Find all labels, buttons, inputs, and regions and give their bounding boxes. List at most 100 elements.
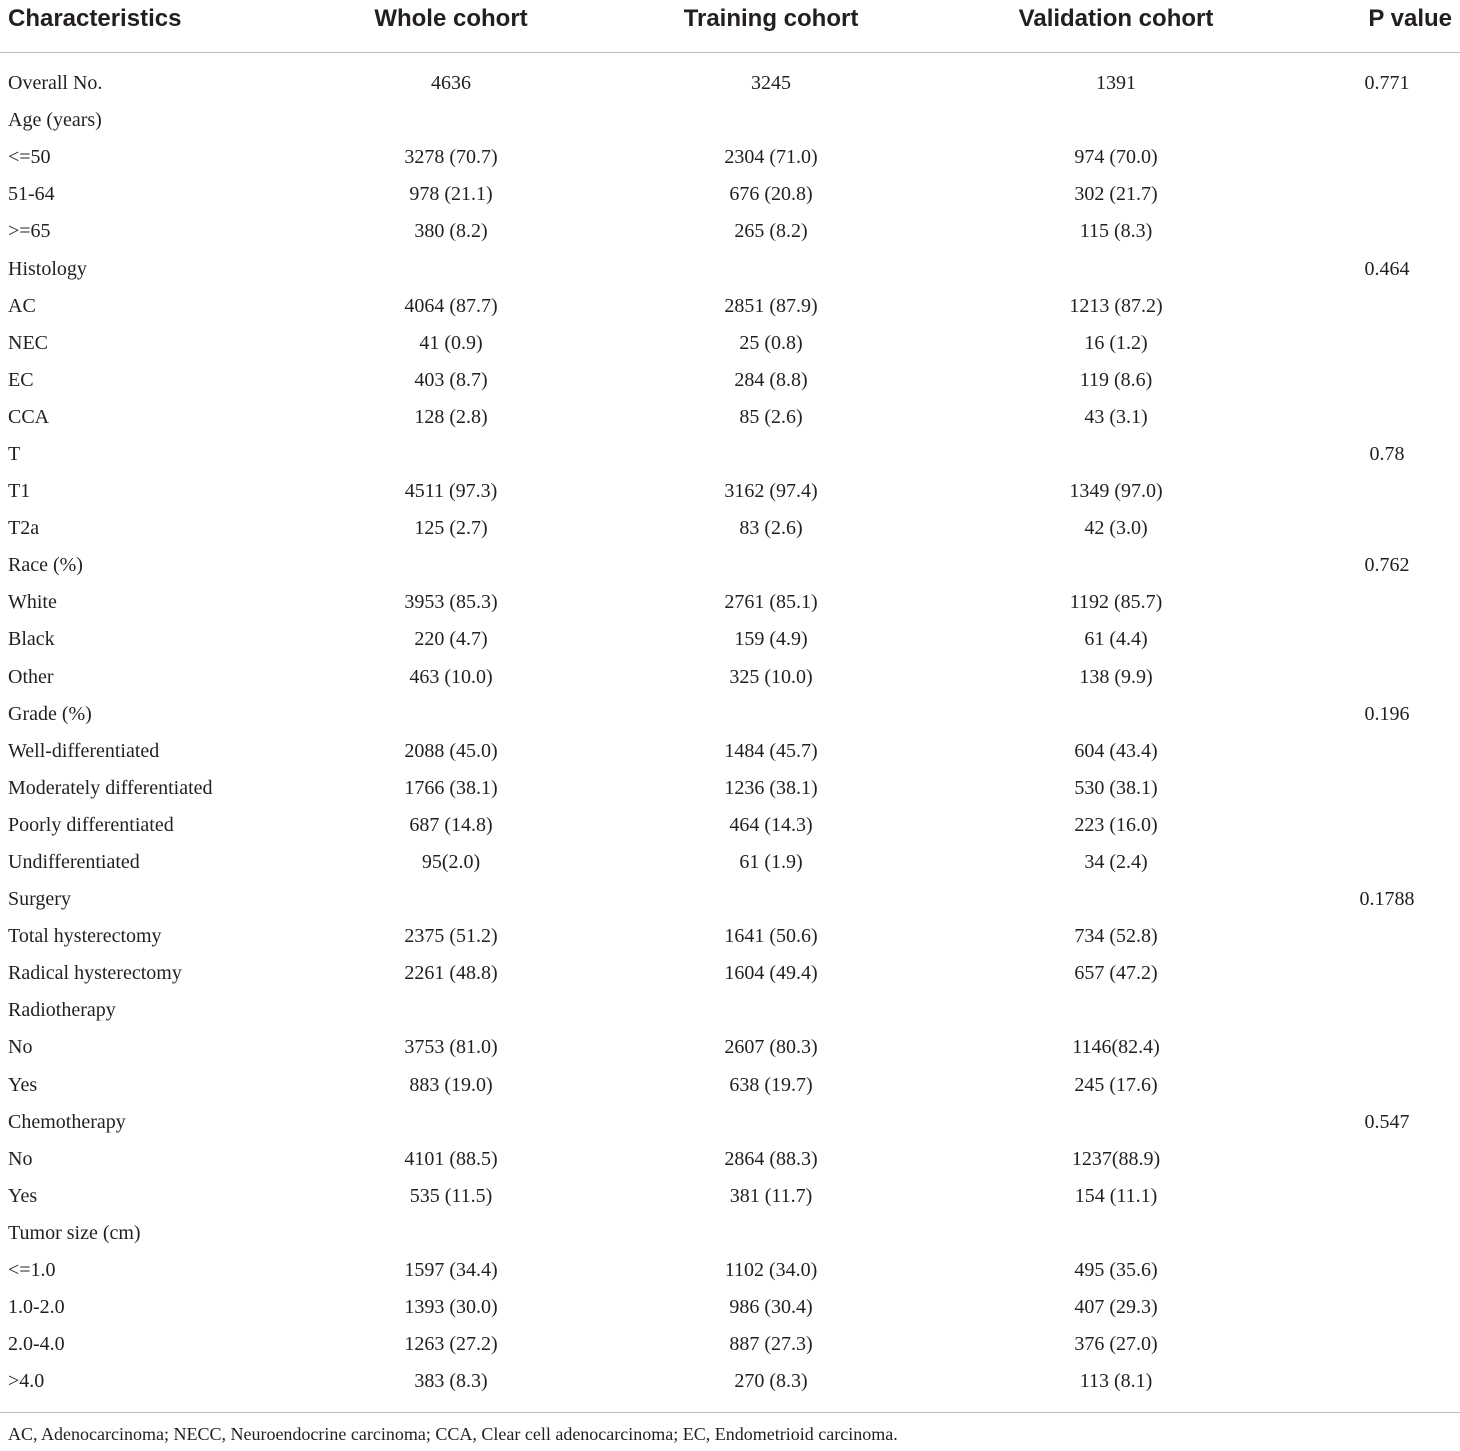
training-cohort-cell: 2304 (71.0) xyxy=(724,146,818,169)
p-value-cell xyxy=(1292,807,1460,844)
training-cohort-cell xyxy=(602,547,940,584)
training-cohort-cell: 83 (2.6) xyxy=(739,517,803,540)
training-cohort-cell: 887 (27.3) xyxy=(729,1333,813,1356)
row-label: NEC xyxy=(8,331,48,354)
training-cohort-cell xyxy=(602,696,940,733)
p-value-cell xyxy=(1292,992,1460,1029)
p-value-cell xyxy=(1292,770,1460,807)
validation-cohort-cell xyxy=(940,102,1292,139)
validation-cohort-cell: 16 (1.2) xyxy=(1084,331,1148,354)
whole-cohort-cell: 1263 (27.2) xyxy=(404,1333,498,1356)
table-row: Radical hysterectomy 2261 (48.8) 1604 (49.… xyxy=(0,955,1460,992)
p-value-cell xyxy=(1292,1363,1460,1400)
row-label: Chemotherapy xyxy=(8,1110,126,1133)
row-label: T xyxy=(8,442,21,465)
p-value-cell xyxy=(1292,1029,1460,1066)
validation-cohort-cell: 974 (70.0) xyxy=(1074,146,1158,169)
header-whole-cohort: Whole cohort xyxy=(300,0,602,53)
whole-cohort-cell: 1597 (34.4) xyxy=(404,1259,498,1282)
validation-cohort-cell: 154 (11.1) xyxy=(1074,1184,1158,1207)
table-row: 1.0-2.0 1393 (30.0) 986 (30.4) 407 (29.3) xyxy=(0,1289,1460,1326)
row-label: <=50 xyxy=(8,146,51,169)
table-row: T2a 125 (2.7) 83 (2.6) 42 (3.0) xyxy=(0,510,1460,547)
p-value-cell xyxy=(1292,844,1460,881)
whole-cohort-cell xyxy=(300,102,602,139)
whole-cohort-cell: 1393 (30.0) xyxy=(404,1296,498,1319)
training-cohort-cell: 638 (19.7) xyxy=(729,1073,813,1096)
training-cohort-cell xyxy=(602,1215,940,1252)
p-value-cell xyxy=(1292,621,1460,658)
p-value-cell: 0.762 xyxy=(1364,554,1410,577)
table-row: Overall No. 4636 3245 1391 0.771 xyxy=(0,53,1460,103)
validation-cohort-cell xyxy=(940,250,1292,287)
row-label: Grade (%) xyxy=(8,702,92,725)
training-cohort-cell: 986 (30.4) xyxy=(729,1296,813,1319)
row-label: AC xyxy=(8,294,36,317)
cohort-characteristics-table-container: Characteristics Whole cohort Training co… xyxy=(0,0,1460,1401)
validation-cohort-cell: 138 (9.9) xyxy=(1079,665,1153,688)
table-row: Surgery 0.1788 xyxy=(0,881,1460,918)
training-cohort-cell: 2864 (88.3) xyxy=(724,1147,818,1170)
row-label: Overall No. xyxy=(8,72,103,95)
validation-cohort-cell xyxy=(940,547,1292,584)
table-row: Race (%) 0.762 xyxy=(0,547,1460,584)
validation-cohort-cell: 119 (8.6) xyxy=(1079,368,1153,391)
table-row: Well-differentiated 2088 (45.0) 1484 (45.7… xyxy=(0,733,1460,770)
table-row: T 0.78 xyxy=(0,436,1460,473)
validation-cohort-cell: 1213 (87.2) xyxy=(1069,294,1163,317)
validation-cohort-cell xyxy=(940,1104,1292,1141)
training-cohort-cell: 2607 (80.3) xyxy=(724,1036,818,1059)
validation-cohort-cell xyxy=(940,992,1292,1029)
whole-cohort-cell: 383 (8.3) xyxy=(414,1370,488,1393)
validation-cohort-cell: 42 (3.0) xyxy=(1084,517,1148,540)
whole-cohort-cell xyxy=(300,250,602,287)
table-row: Moderately differentiated 1766 (38.1) 1236… xyxy=(0,770,1460,807)
validation-cohort-cell: 495 (35.6) xyxy=(1074,1259,1158,1282)
row-label: Undifferentiated xyxy=(8,851,140,874)
whole-cohort-cell: 220 (4.7) xyxy=(414,628,488,651)
training-cohort-cell xyxy=(602,1104,940,1141)
table-row: 51-64 978 (21.1) 676 (20.8) 302 (21.7) xyxy=(0,176,1460,213)
row-label: 51-64 xyxy=(8,183,55,206)
p-value-cell xyxy=(1292,733,1460,770)
row-label: Tumor size (cm) xyxy=(8,1221,141,1244)
validation-cohort-cell: 376 (27.0) xyxy=(1074,1333,1158,1356)
table-row: Radiotherapy xyxy=(0,992,1460,1029)
whole-cohort-cell: 4101 (88.5) xyxy=(404,1147,498,1170)
validation-cohort-cell: 245 (17.6) xyxy=(1074,1073,1158,1096)
p-value-cell xyxy=(1292,473,1460,510)
whole-cohort-cell: 41 (0.9) xyxy=(419,331,483,354)
p-value-cell: 0.1788 xyxy=(1359,888,1415,911)
validation-cohort-cell: 734 (52.8) xyxy=(1074,925,1158,948)
training-cohort-cell xyxy=(602,102,940,139)
table-row: Yes 535 (11.5) 381 (11.7) 154 (11.1) xyxy=(0,1178,1460,1215)
row-label: Moderately differentiated xyxy=(8,776,213,799)
table-row: No 4101 (88.5) 2864 (88.3) 1237(88.9) xyxy=(0,1141,1460,1178)
whole-cohort-cell: 95(2.0) xyxy=(421,851,481,874)
header-training-cohort: Training cohort xyxy=(602,0,940,53)
table-row: No 3753 (81.0) 2607 (80.3) 1146(82.4) xyxy=(0,1029,1460,1066)
p-value-cell xyxy=(1292,1215,1460,1252)
whole-cohort-cell: 3753 (81.0) xyxy=(404,1036,498,1059)
table-body: Overall No. 4636 3245 1391 0.771 Age (years) <… xyxy=(0,53,1460,1401)
whole-cohort-cell: 3278 (70.7) xyxy=(404,146,498,169)
validation-cohort-cell: 1391 xyxy=(1096,72,1136,95)
training-cohort-cell: 1641 (50.6) xyxy=(724,925,818,948)
whole-cohort-cell xyxy=(300,881,602,918)
whole-cohort-cell: 2088 (45.0) xyxy=(404,739,498,762)
table-row: Chemotherapy 0.547 xyxy=(0,1104,1460,1141)
whole-cohort-cell: 535 (11.5) xyxy=(409,1184,493,1207)
training-cohort-cell xyxy=(602,250,940,287)
header-validation-cohort: Validation cohort xyxy=(940,0,1292,53)
training-cohort-cell: 270 (8.3) xyxy=(734,1370,808,1393)
row-label: Surgery xyxy=(8,888,71,911)
p-value-cell xyxy=(1292,1252,1460,1289)
whole-cohort-cell: 1766 (38.1) xyxy=(404,776,498,799)
table-row: >=65 380 (8.2) 265 (8.2) 115 (8.3) xyxy=(0,213,1460,250)
whole-cohort-cell: 403 (8.7) xyxy=(414,368,488,391)
table-footnote: AC, Adenocarcinoma; NECC, Neuroendocrine… xyxy=(8,1424,898,1444)
whole-cohort-cell xyxy=(300,696,602,733)
validation-cohort-cell: 34 (2.4) xyxy=(1084,851,1148,874)
p-value-cell: 0.78 xyxy=(1369,442,1405,465)
header-p-value: P value xyxy=(1292,0,1460,53)
